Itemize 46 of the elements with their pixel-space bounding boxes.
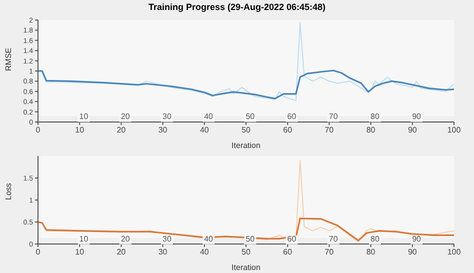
- y-axis-title: Loss: [4, 183, 13, 200]
- annotation: 50: [246, 112, 256, 121]
- y-axis-title: RMSE: [4, 48, 13, 71]
- annotation: 20: [120, 112, 130, 121]
- x-tick-label: 40: [200, 126, 210, 135]
- x-tick-label: 90: [408, 248, 418, 257]
- x-tick-label: 100: [447, 248, 462, 257]
- annotation: 80: [370, 112, 380, 121]
- x-tick-label: 50: [242, 248, 251, 257]
- x-tick-label: 80: [366, 248, 376, 257]
- x-tick-label: 70: [324, 248, 334, 257]
- x-tick-label: 100: [447, 126, 462, 135]
- x-tick-label: 90: [408, 126, 418, 135]
- x-tick-label: 40: [200, 248, 210, 257]
- x-tick-label: 0: [36, 126, 41, 135]
- annotation: 20: [120, 234, 130, 244]
- x-axis-title: Iteration: [232, 263, 260, 272]
- annotation: 10: [79, 234, 89, 244]
- x-tick-label: 50: [242, 126, 251, 135]
- annotation: 40: [204, 112, 214, 121]
- annotation: 80: [370, 234, 380, 244]
- x-tick-label: 20: [116, 126, 126, 135]
- x-tick-label: 30: [158, 248, 168, 257]
- annotation: 70: [328, 234, 338, 244]
- x-tick-label: 10: [75, 248, 85, 257]
- x-tick-label: 30: [158, 126, 168, 135]
- annotation: 50: [246, 234, 256, 244]
- x-axis-title: Iteration: [232, 141, 260, 150]
- line-series: [38, 70, 454, 100]
- chart-title: Training Progress (29-Aug-2022 06:45:48): [147, 1, 327, 14]
- x-tick-label: 0: [36, 248, 41, 257]
- x-tick-label: 60: [283, 126, 293, 135]
- annotation: 40: [204, 234, 214, 244]
- x-tick-label: 60: [283, 248, 293, 257]
- annotation: 90: [412, 112, 422, 121]
- annotation: 60: [287, 234, 297, 244]
- annotation: 10: [79, 112, 89, 121]
- annotation: 60: [287, 112, 297, 121]
- x-tick-label: 70: [324, 126, 334, 135]
- x-tick-label: 20: [116, 248, 126, 257]
- annotation: 30: [162, 112, 172, 121]
- annotation: 30: [162, 234, 172, 244]
- x-tick-label: 80: [366, 126, 376, 135]
- x-tick-label: 10: [75, 126, 85, 135]
- annotation: 90: [412, 234, 422, 244]
- annotation: 70: [328, 112, 338, 121]
